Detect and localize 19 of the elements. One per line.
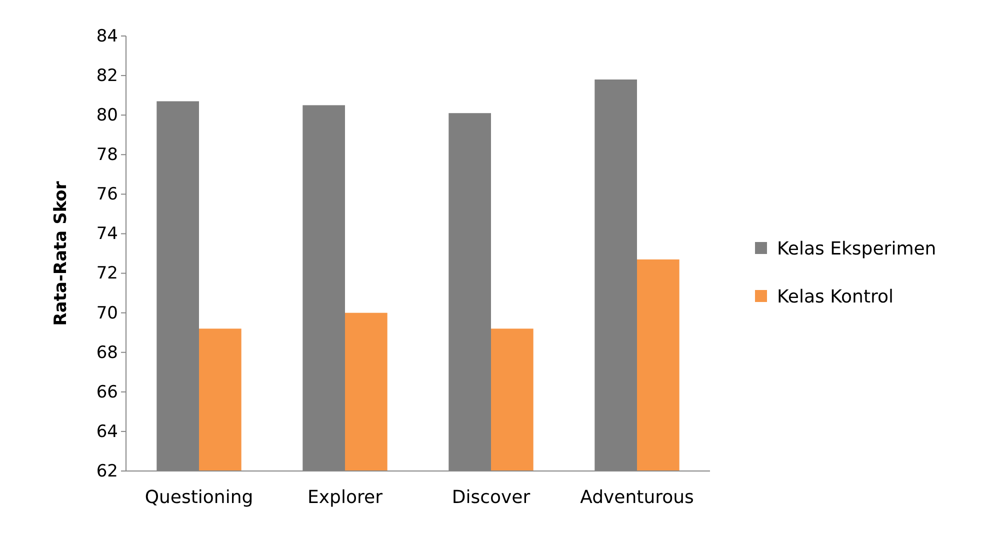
y-tick-label: 80 — [96, 106, 118, 126]
y-tick-label: 68 — [96, 342, 118, 363]
y-axis-title: Rata-Rata Skor — [51, 180, 71, 326]
x-tick-label: Adventurous — [580, 486, 694, 508]
y-tick-label: 70 — [96, 303, 118, 324]
legend-label: Kelas Eksperimen — [777, 238, 936, 260]
y-tick-label: 78 — [96, 145, 118, 166]
y-tick-label: 64 — [96, 422, 118, 442]
y-tick-label: 62 — [96, 461, 118, 482]
y-tick-label: 74 — [96, 224, 118, 244]
x-tick-label: Discover — [452, 486, 531, 508]
y-tick-label: 84 — [96, 26, 118, 46]
y-tick-label: 66 — [96, 382, 118, 402]
y-tick-label: 72 — [96, 264, 118, 284]
y-tick-label: 82 — [96, 66, 118, 86]
legend-label: Kelas Kontrol — [777, 286, 894, 308]
x-tick-label: Explorer — [308, 486, 384, 508]
x-tick-label: Questioning — [144, 486, 254, 508]
y-tick-label: 76 — [96, 184, 118, 205]
